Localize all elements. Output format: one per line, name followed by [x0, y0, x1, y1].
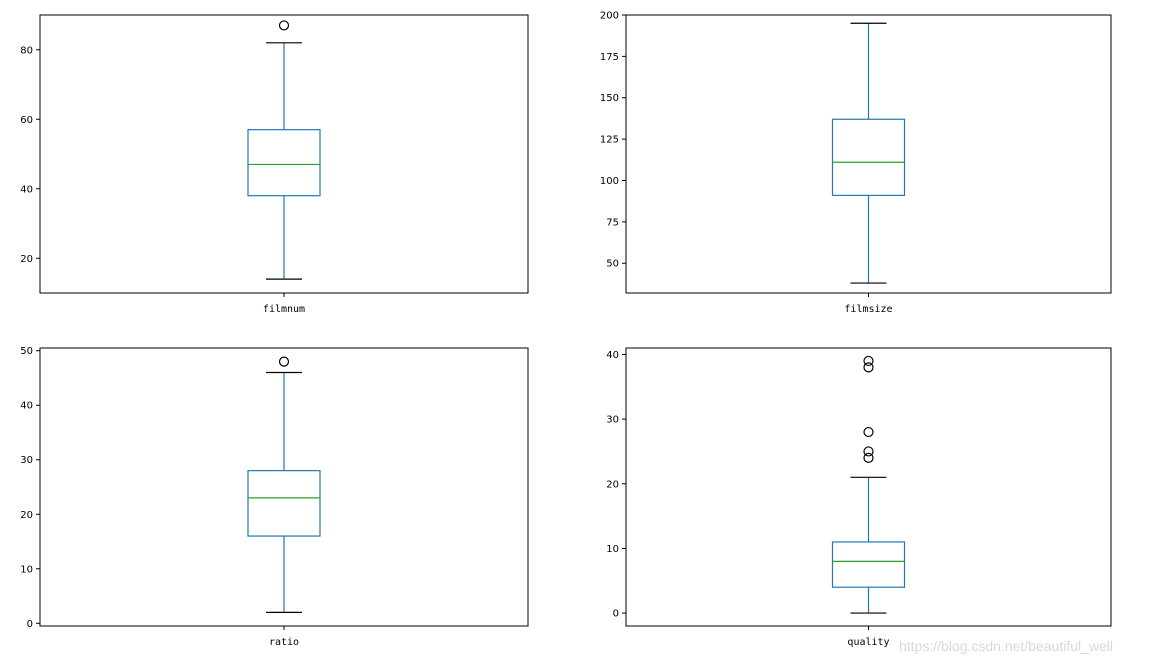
- y-tick-label: 100: [600, 176, 619, 187]
- outlier-point: [863, 452, 874, 464]
- outlier-point: [863, 446, 874, 457]
- y-tick-label: 20: [20, 254, 33, 265]
- x-tick-label: filmsize: [844, 304, 892, 315]
- y-tick-label: 20: [20, 510, 33, 521]
- y-tick-label: 50: [606, 259, 619, 270]
- y-tick-label: 30: [20, 455, 33, 466]
- y-tick-label: 10: [606, 544, 619, 555]
- y-tick-label: 175: [600, 52, 619, 63]
- y-tick-label: 80: [20, 45, 33, 56]
- x-tick-label: quality: [847, 637, 889, 648]
- watermark-text: https://blog.csdn.net/beautiful_well: [899, 638, 1114, 654]
- outlier-point: [278, 20, 290, 31]
- iqr-box: [247, 470, 321, 537]
- iqr-box: [247, 129, 321, 197]
- subplot-filmnum: 20 40 60 80 filmnum: [20, 14, 529, 315]
- x-tick-label: filmnum: [263, 304, 305, 315]
- y-tick-label: 200: [600, 11, 619, 22]
- y-tick-label: 0: [27, 619, 33, 630]
- y-tick-label: 150: [600, 93, 619, 104]
- y-tick-label: 75: [606, 217, 619, 228]
- y-tick-label: 125: [600, 135, 619, 146]
- outlier-point: [278, 356, 290, 367]
- x-tick-label: ratio: [269, 637, 299, 648]
- y-tick-label: 40: [20, 401, 33, 412]
- y-tick-label: 40: [20, 184, 33, 195]
- y-tick-label: 0: [613, 609, 619, 620]
- y-tick-label: 10: [20, 564, 33, 575]
- y-tick-label: 60: [20, 115, 33, 126]
- outlier-point: [863, 426, 874, 438]
- subplot-quality: 0 10 20 30 40 quality: [606, 347, 1112, 648]
- iqr-box: [831, 118, 906, 196]
- y-tick-label: 30: [606, 415, 619, 426]
- y-tick-label: 20: [606, 479, 619, 490]
- iqr-box: [831, 541, 906, 588]
- subplot-filmsize: 50 75 100 125 150 175 200 filmsize: [600, 11, 1112, 315]
- y-tick-label: 40: [606, 350, 619, 361]
- outlier-point: [863, 362, 874, 373]
- subplot-ratio: 0 10 20 30 40 50 ratio: [20, 346, 529, 648]
- y-tick-label: 50: [20, 346, 33, 357]
- outlier-point: [863, 355, 874, 367]
